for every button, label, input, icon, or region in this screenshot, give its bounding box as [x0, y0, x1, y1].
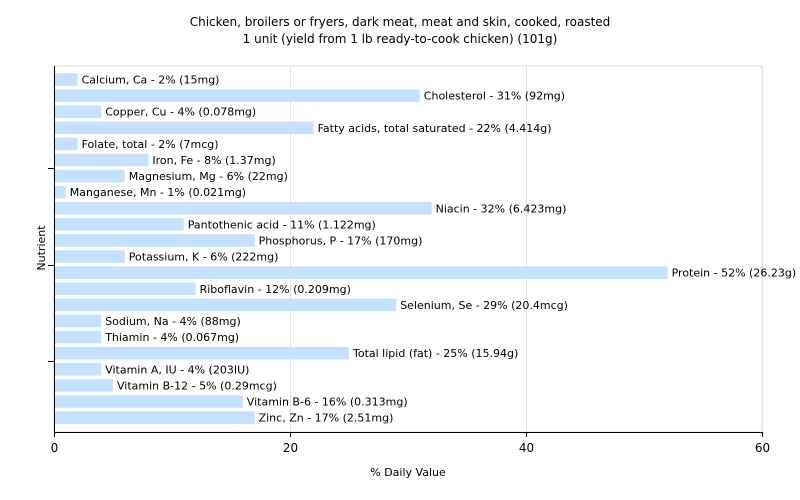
bar-label: Fatty acids, total saturated - 22% (4.41… — [318, 122, 552, 135]
bar — [55, 298, 397, 312]
bar-label: Iron, Fe - 8% (1.37mg) — [152, 154, 275, 167]
bar — [55, 153, 149, 167]
bar — [55, 282, 196, 296]
bar-label: Magnesium, Mg - 6% (22mg) — [129, 170, 288, 183]
bar-label: Protein - 52% (26.23g) — [672, 267, 797, 280]
bar-label: Cholesterol - 31% (92mg) — [424, 90, 565, 103]
bar — [55, 234, 255, 247]
chart-subtitle: 1 unit (yield from 1 lb ready-to-cook ch… — [242, 32, 558, 46]
bar-label: Niacin - 32% (6.423mg) — [436, 202, 567, 215]
axes: 0 20 40 60 — [48, 66, 770, 455]
x-tick-label: 40 — [519, 441, 534, 455]
bar — [55, 395, 243, 408]
bar-label: Zinc, Zn - 17% (2.51mg) — [259, 412, 394, 425]
bar-label: Manganese, Mn - 1% (0.021mg) — [70, 186, 246, 199]
bar-label: Total lipid (fat) - 25% (15.94g) — [352, 347, 518, 360]
bar-label: Thiamin - 4% (0.067mg) — [104, 331, 239, 344]
bar — [55, 330, 102, 344]
bar-label: Copper, Cu - 4% (0.078mg) — [105, 106, 256, 119]
x-axis-label: % Daily Value — [370, 466, 446, 479]
bar-label: Pantothenic acid - 11% (1.122mg) — [188, 218, 376, 231]
bar-label: Vitamin B-12 - 5% (0.29mcg) — [117, 379, 277, 392]
bar — [55, 266, 668, 279]
bar — [55, 250, 125, 263]
bar-label: Sodium, Na - 4% (88mg) — [105, 315, 241, 328]
bar — [55, 185, 66, 199]
bar — [55, 363, 102, 376]
bar — [55, 169, 125, 183]
bar — [55, 218, 184, 231]
bar-label: Riboflavin - 12% (0.209mg) — [200, 283, 351, 296]
bar-label: Potassium, K - 6% (222mg) — [129, 251, 279, 264]
bar — [55, 411, 255, 424]
chart-title: Chicken, broilers or fryers, dark meat, … — [189, 15, 611, 29]
bar — [55, 105, 102, 118]
bar — [55, 314, 102, 328]
x-tick-label: 60 — [755, 441, 770, 455]
bar-label: Folate, total - 2% (7mcg) — [82, 138, 219, 151]
x-tick-label: 0 — [51, 441, 59, 455]
bar-label: Calcium, Ca - 2% (15mg) — [82, 74, 220, 87]
bar-label: Vitamin A, IU - 4% (203IU) — [105, 363, 249, 376]
y-axis-label: Nutrient — [35, 225, 48, 271]
bar — [55, 346, 349, 360]
bars: Calcium, Ca - 2% (15mg) Cholesterol - 31%… — [55, 73, 797, 425]
bar — [55, 137, 78, 151]
bar — [55, 202, 432, 215]
bar — [55, 121, 314, 135]
bar-label: Phosphorus, P - 17% (170mg) — [259, 235, 423, 248]
bar — [55, 89, 420, 102]
x-tick-label: 20 — [283, 441, 298, 455]
bar-label: Vitamin B-6 - 16% (0.313mg) — [247, 396, 408, 409]
bar — [55, 379, 113, 392]
bar-label: Selenium, Se - 29% (20.4mcg) — [400, 299, 568, 312]
bar — [55, 73, 78, 86]
